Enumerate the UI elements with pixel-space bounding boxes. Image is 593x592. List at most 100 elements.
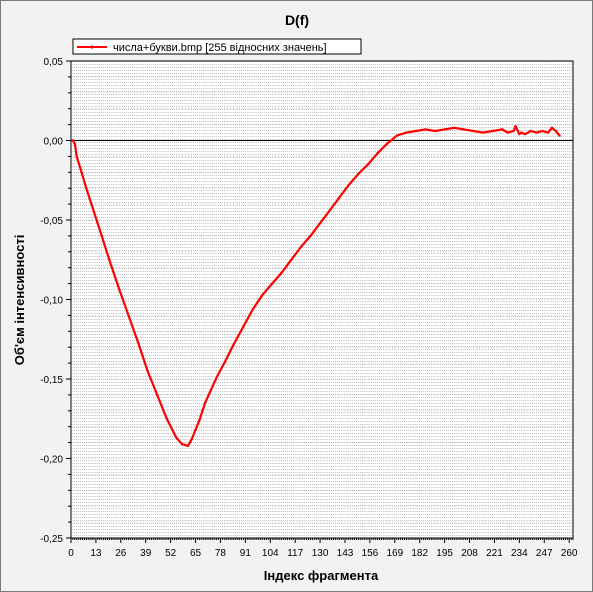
- x-tick-label: 195: [436, 548, 453, 559]
- data-point: [318, 221, 322, 225]
- x-tick-label: 26: [115, 548, 127, 559]
- x-tick-label: 13: [90, 548, 102, 559]
- legend-marker: [90, 45, 94, 49]
- data-point: [462, 128, 465, 131]
- data-point: [71, 139, 75, 142]
- data-point: [541, 129, 544, 133]
- data-point: [520, 131, 523, 134]
- data-point: [186, 444, 190, 447]
- x-tick-label: 221: [486, 548, 503, 559]
- data-point: [395, 134, 398, 137]
- data-point: [136, 341, 140, 344]
- legend: числа+букви.bmp [255 відносних значень]: [72, 38, 362, 55]
- x-tick-label: 52: [165, 548, 177, 559]
- data-point: [512, 129, 515, 133]
- x-axis-title: Індекс фрагмента: [264, 568, 379, 583]
- y-axis-title: Об'єм інтенсивності: [12, 235, 27, 366]
- y-tick-label: -0,20: [40, 455, 63, 466]
- data-point: [338, 196, 341, 199]
- data-point: [550, 126, 554, 129]
- data-point: [175, 436, 178, 440]
- y-tick-label: -0,10: [40, 296, 63, 307]
- data-point: [203, 401, 207, 405]
- data-point: [433, 129, 437, 133]
- data-point: [194, 428, 197, 432]
- x-tick-label: 65: [190, 548, 202, 559]
- data-point: [328, 209, 331, 212]
- x-tick-label: 208: [461, 548, 478, 559]
- data-point: [554, 129, 557, 133]
- x-tick-label: 117: [287, 548, 303, 559]
- y-tick-label: -0,15: [40, 375, 63, 386]
- data-point: [209, 388, 213, 392]
- data-point: [309, 234, 312, 238]
- data-point: [546, 131, 550, 134]
- data-point: [223, 361, 226, 365]
- x-tick-label: 0: [68, 548, 74, 559]
- data-point: [405, 131, 408, 134]
- data-point: [190, 438, 193, 441]
- y-tick-labels: 0,05 0,00 -0,05 -0,10 -0,15 -0,20 -0,25: [40, 57, 63, 545]
- data-point: [491, 129, 494, 133]
- data-point: [558, 134, 561, 137]
- x-tick-label: 156: [362, 548, 379, 559]
- data-point: [529, 129, 533, 133]
- data-point: [270, 282, 274, 285]
- data-point: [100, 234, 103, 238]
- data-point: [165, 417, 169, 420]
- data-point: [251, 307, 255, 311]
- data-point: [290, 258, 293, 261]
- data-point: [85, 187, 88, 190]
- series-layer: [71, 124, 561, 447]
- data-point: [414, 129, 418, 133]
- legend-box: [72, 38, 362, 55]
- data-point: [366, 163, 370, 166]
- y-tick-label: 0,00: [44, 137, 64, 148]
- data-point: [261, 293, 264, 296]
- data-point: [481, 131, 485, 134]
- data-point: [518, 132, 521, 136]
- data-point: [73, 142, 77, 145]
- data-point: [506, 131, 510, 134]
- data-point: [424, 128, 427, 131]
- data-point: [453, 126, 456, 129]
- data-point: [535, 131, 538, 134]
- x-tick-label: 130: [312, 548, 329, 559]
- data-point: [79, 167, 82, 171]
- data-point: [92, 210, 96, 214]
- data-point: [117, 287, 121, 290]
- data-point: [523, 132, 527, 136]
- plot-border: [70, 60, 574, 539]
- data-point: [500, 128, 504, 131]
- x-tick-label: 104: [262, 548, 279, 559]
- data-point: [156, 393, 159, 397]
- data-point: [376, 152, 379, 155]
- data-point: [472, 129, 475, 133]
- x-tick-label: 234: [511, 548, 528, 559]
- data-point: [198, 419, 201, 422]
- data-point: [514, 124, 517, 128]
- data-point: [443, 128, 446, 131]
- x-tick-label: 182: [411, 548, 428, 559]
- x-tick-label: 78: [215, 548, 227, 559]
- x-tick-label: 143: [337, 548, 354, 559]
- legend-label: числа+букви.bmp [255 відносних значень]: [113, 42, 327, 54]
- data-point: [127, 314, 130, 317]
- x-tick-label: 247: [536, 548, 553, 559]
- x-tick-label: 91: [240, 548, 252, 559]
- data-point: [108, 258, 111, 261]
- x-tick-label: 169: [386, 548, 403, 559]
- y-tick-label: 0,05: [44, 57, 64, 68]
- x-tick-label: 260: [561, 548, 578, 559]
- y-tick-label: -0,25: [40, 534, 63, 545]
- data-point: [385, 142, 389, 145]
- data-point: [242, 325, 245, 328]
- data-point: [180, 442, 184, 446]
- data-point: [347, 183, 351, 187]
- data-point: [299, 245, 303, 249]
- y-tick-label: -0,05: [40, 216, 63, 227]
- data-point: [232, 342, 236, 346]
- data-point: [280, 271, 283, 274]
